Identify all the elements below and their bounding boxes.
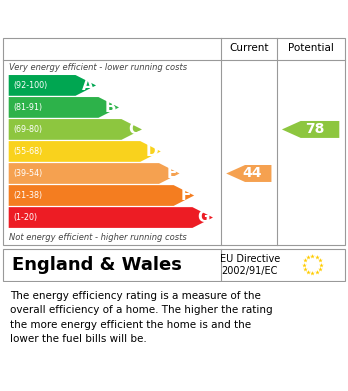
- Polygon shape: [9, 185, 194, 206]
- Text: B: B: [105, 100, 116, 115]
- Polygon shape: [9, 141, 161, 162]
- Text: Energy Efficiency Rating: Energy Efficiency Rating: [9, 11, 230, 25]
- Text: E: E: [166, 166, 177, 181]
- Text: (69-80): (69-80): [13, 125, 42, 134]
- Text: G: G: [198, 210, 210, 225]
- Text: EU Directive
2002/91/EC: EU Directive 2002/91/EC: [220, 254, 280, 276]
- Text: F: F: [181, 188, 191, 203]
- Text: Current: Current: [229, 43, 269, 53]
- Text: (39-54): (39-54): [13, 169, 42, 178]
- Text: (92-100): (92-100): [13, 81, 47, 90]
- Polygon shape: [9, 207, 213, 228]
- Polygon shape: [9, 163, 180, 184]
- Polygon shape: [9, 75, 96, 96]
- Text: England & Wales: England & Wales: [12, 256, 182, 274]
- Polygon shape: [9, 119, 142, 140]
- Polygon shape: [226, 165, 271, 182]
- Text: (1-20): (1-20): [13, 213, 37, 222]
- Polygon shape: [282, 121, 339, 138]
- Polygon shape: [9, 97, 119, 118]
- Text: Not energy efficient - higher running costs: Not energy efficient - higher running co…: [9, 233, 187, 242]
- Text: Very energy efficient - lower running costs: Very energy efficient - lower running co…: [9, 63, 187, 72]
- Text: The energy efficiency rating is a measure of the
overall efficiency of a home. T: The energy efficiency rating is a measur…: [10, 291, 273, 344]
- Text: A: A: [81, 78, 93, 93]
- Text: 44: 44: [243, 167, 262, 181]
- Text: (81-91): (81-91): [13, 103, 42, 112]
- Text: D: D: [145, 144, 158, 159]
- Text: 78: 78: [304, 122, 324, 136]
- Text: C: C: [128, 122, 139, 137]
- Text: (55-68): (55-68): [13, 147, 42, 156]
- Text: Potential: Potential: [288, 43, 333, 53]
- Text: (21-38): (21-38): [13, 191, 42, 200]
